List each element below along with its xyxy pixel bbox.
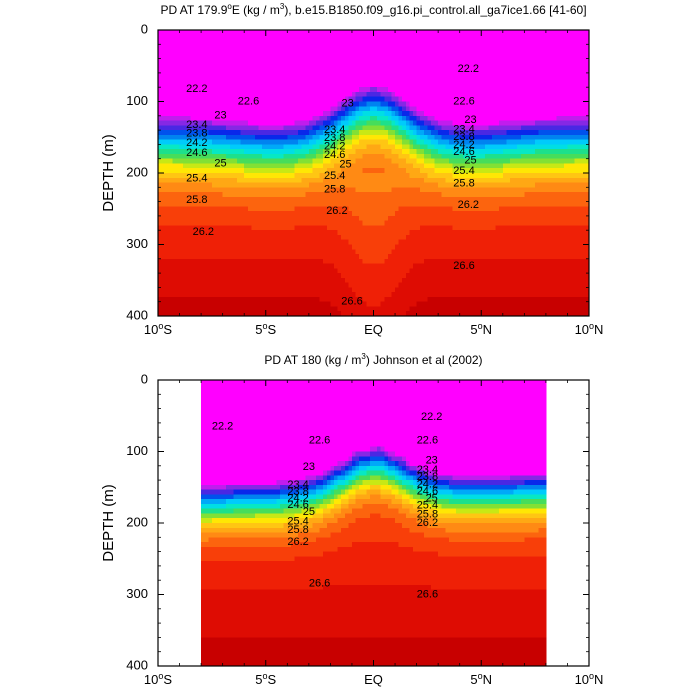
contour-label: 23.4 (453, 123, 474, 135)
contour-label: 25.8 (453, 178, 474, 190)
contour-label: 24.6 (287, 499, 308, 511)
contour-label: 22.2 (458, 63, 479, 75)
contour-label: 23 (426, 455, 438, 467)
contour-label: 23 (464, 114, 476, 126)
contour-label: 23.8 (417, 471, 438, 483)
contour-label: 24.6 (453, 146, 474, 158)
contour-label: 26.6 (453, 260, 474, 272)
contour-label: 22.2 (212, 420, 233, 432)
contour-label: 22.6 (238, 95, 259, 107)
contour-label: 26.6 (417, 588, 438, 600)
x-tick-label: EQ (364, 322, 383, 337)
contour-label: 25.4 (453, 165, 474, 177)
contour-field (158, 30, 590, 317)
contour-label: 26.2 (193, 226, 214, 238)
contour-label: 22.2 (186, 83, 207, 95)
contour-label: 24.2 (453, 139, 474, 151)
contour-label: 23.4 (417, 464, 438, 476)
contour-label: 23.4 (186, 119, 207, 131)
contour-label: 23 (214, 110, 226, 122)
contour-label: 23 (341, 98, 353, 110)
contour-label: 24.2 (417, 478, 438, 490)
y-tick-label: 300 (126, 586, 148, 601)
contour-label: 24.6 (324, 149, 345, 161)
contour-label: 25.4 (287, 516, 308, 528)
contour-label: 24.2 (186, 137, 207, 149)
contour-label: 25 (303, 506, 315, 518)
contour-label: 26.2 (417, 517, 438, 529)
contour-label: 25.4 (417, 500, 438, 512)
y-tick-label: 400 (126, 307, 148, 322)
contour-label: 23.4 (324, 124, 345, 136)
x-tick-label: 5oS (255, 321, 276, 337)
contour-label: 23.4 (287, 479, 308, 491)
contour-label: 24.6 (417, 485, 438, 497)
y-tick-label: 0 (141, 21, 148, 36)
contour-label: 25 (214, 158, 226, 170)
chart-panel-1: 22.222.62323.423.824.224.62525.425.826.2… (100, 2, 603, 337)
contour-label: 25.8 (417, 508, 438, 520)
contour-label: 23.8 (324, 132, 345, 144)
chart-title: PD AT 179.9oE (kg / m3), b.e15.B1850.f09… (160, 2, 586, 17)
contour-label: 26.6 (341, 296, 362, 308)
x-tick-label: 10oS (144, 671, 172, 687)
contour-label: 25 (339, 158, 351, 170)
contour-label: 25.4 (324, 170, 345, 182)
chart-panel-2: 22.222.62323.423.824.224.62525.425.826.2… (100, 352, 603, 687)
y-tick-label: 300 (126, 236, 148, 251)
contour-label: 23.8 (186, 128, 207, 140)
contour-label: 25.8 (186, 194, 207, 206)
y-tick-label: 200 (126, 514, 148, 529)
x-tick-label: EQ (364, 672, 383, 687)
contour-label: 22.2 (421, 411, 442, 423)
x-tick-label: 5oN (470, 321, 492, 337)
y-tick-label: 100 (126, 93, 148, 108)
contour-label: 25.4 (186, 173, 207, 185)
y-tick-label: 100 (126, 443, 148, 458)
y-tick-label: 200 (126, 164, 148, 179)
contour-label: 25.8 (324, 183, 345, 195)
contour-label: 26.2 (458, 199, 479, 211)
contour-label: 22.6 (309, 435, 330, 447)
contour-label: 26.2 (326, 205, 347, 217)
contour-label: 26.6 (309, 578, 330, 590)
contour-label: 23 (303, 461, 315, 473)
chart-title: PD AT 180 (kg / m3) Johnson et al (2002) (264, 352, 482, 367)
y-tick-label: 400 (126, 657, 148, 672)
y-tick-label: 0 (141, 371, 148, 386)
contour-label: 24.2 (324, 140, 345, 152)
contour-label: 26.2 (287, 536, 308, 548)
contour-label: 25.8 (287, 524, 308, 536)
x-tick-label: 10oN (575, 671, 604, 687)
x-tick-label: 10oS (144, 321, 172, 337)
y-axis-label: DEPTH (m) (100, 134, 117, 212)
contour-label: 23.8 (287, 486, 308, 498)
contour-label: 24.6 (186, 147, 207, 159)
contour-label: 22.6 (453, 95, 474, 107)
y-axis-label: DEPTH (m) (100, 484, 117, 562)
x-tick-label: 5oS (255, 671, 276, 687)
contour-label: 24.2 (287, 493, 308, 505)
contour-label: 23.8 (453, 131, 474, 143)
contour-label: 22.6 (417, 435, 438, 447)
contour-label: 25 (464, 155, 476, 167)
x-tick-label: 10oN (575, 321, 604, 337)
contour-label: 25 (426, 493, 438, 505)
x-tick-label: 5oN (470, 671, 492, 687)
contour-field (201, 380, 547, 667)
